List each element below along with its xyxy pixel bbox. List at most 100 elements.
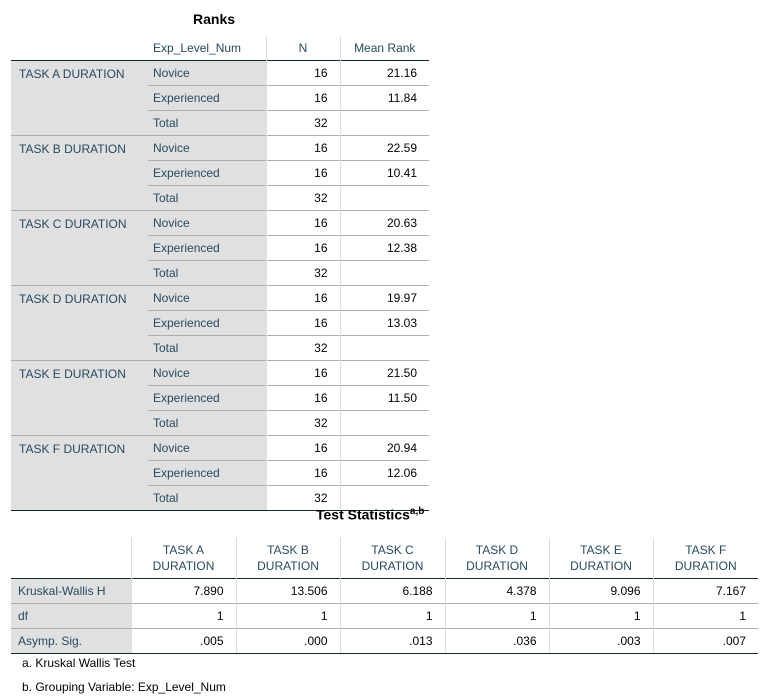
footnote-a: a. Kruskal Wallis Test (22, 656, 136, 670)
group-label: Novice (148, 210, 266, 236)
ranks-row: TASK E DURATION Novice 16 21.50 (11, 360, 429, 436)
test-statistics-header-row: TASK A DURATION TASK B DURATION TASK C DURATI… (11, 538, 758, 579)
statistic-value: .003 (548, 628, 653, 654)
column-header-line: TASK C (371, 543, 414, 557)
group-label: Novice (148, 285, 266, 311)
ranks-corner (11, 36, 148, 61)
ranks-row: Experienced 16 10.41 (11, 160, 429, 186)
ranks-table: Exp_Level_Num N Mean Rank TASK A DURATIO… (11, 36, 429, 511)
group-label: Novice (148, 135, 266, 161)
column-header-line: TASK F (685, 543, 727, 557)
statistic-value: .000 (235, 628, 340, 654)
group-label: Experienced (148, 460, 266, 486)
n-value: 16 (265, 310, 340, 336)
statistic-value: .007 (652, 628, 758, 654)
mean-rank-value: 12.06 (339, 460, 429, 486)
test-statistics-row: df 1 1 1 1 1 1 (11, 603, 758, 629)
mean-rank-value (339, 410, 429, 436)
column-header-line: TASK D (475, 543, 519, 557)
test-statistics-row: Asymp. Sig. .005.000.013.036.003.007 (11, 628, 758, 654)
statistic-label: Asymp. Sig. (11, 628, 131, 654)
group-label: Experienced (148, 385, 266, 411)
mean-rank-value: 11.84 (339, 85, 429, 111)
ranks-row: Experienced 16 12.06 (11, 460, 429, 486)
n-value: 16 (265, 235, 340, 261)
statistic-value: 1 (130, 603, 236, 629)
ranks-row: Total 32 (11, 260, 429, 286)
statistic-value: .005 (130, 628, 236, 654)
statistic-value: 9.096 (548, 578, 653, 604)
statistic-value: 1 (652, 603, 758, 629)
statistic-value: 1 (339, 603, 445, 629)
test-statistics-column-header: TASK B DURATION (235, 538, 340, 579)
statistic-value: 1 (548, 603, 653, 629)
statistic-value: 13.506 (235, 578, 340, 604)
mean-rank-value: 21.16 (339, 60, 429, 86)
test-statistics-row: Kruskal-Wallis H 7.890 13.506 6.188 4.378 9.0… (11, 578, 758, 604)
ranks-header-n: N (265, 36, 340, 61)
n-value: 16 (265, 85, 340, 111)
group-label: Total (148, 110, 266, 136)
statistic-value: 4.378 (444, 578, 549, 604)
column-header-line: DURATION (152, 559, 215, 573)
group-label: Novice (148, 60, 266, 86)
ranks-row: TASK A DURATION Novice 16 21.16 (11, 60, 429, 136)
mean-rank-value (339, 335, 429, 361)
statistic-label: Kruskal-Wallis H (11, 578, 131, 604)
group-label: Experienced (148, 160, 266, 186)
mean-rank-value: 11.50 (339, 385, 429, 411)
mean-rank-value: 10.41 (339, 160, 429, 186)
ranks-row: Experienced 16 11.50 (11, 385, 429, 411)
group-label: Total (148, 185, 266, 211)
n-value: 16 (265, 435, 340, 461)
n-value: 16 (265, 160, 340, 186)
ranks-title: Ranks (193, 11, 236, 27)
mean-rank-value: 13.03 (339, 310, 429, 336)
ranks-header-row: Exp_Level_Num N Mean Rank (11, 36, 429, 61)
task-label: TASK A DURATION (11, 60, 148, 136)
group-label: Total (148, 485, 266, 511)
ranks-row: Total 32 (11, 185, 429, 211)
test-statistics-table: TASK A DURATION TASK B DURATION TASK C DURATI… (11, 538, 758, 654)
n-value: 16 (265, 360, 340, 386)
ranks-row: Experienced 16 13.03 (11, 310, 429, 336)
group-label: Experienced (148, 85, 266, 111)
ranks-row: TASK F DURATION Novice 16 20.94 (11, 435, 429, 511)
group-label: Total (148, 260, 266, 286)
mean-rank-value (339, 485, 429, 511)
test-statistics-title: Test Statisticsa,b (316, 506, 424, 523)
statistic-value: 1 (444, 603, 549, 629)
group-label: Experienced (148, 310, 266, 336)
n-value: 16 (265, 385, 340, 411)
test-statistics-title-text: Test Statistics (316, 506, 410, 523)
group-label: Novice (148, 360, 266, 386)
statistic-label: df (11, 603, 131, 629)
ranks-header-mean-rank: Mean Rank (339, 36, 429, 61)
ranks-row: Total 32 (11, 485, 429, 511)
column-header-line: DURATION (674, 559, 737, 573)
ranks-header-group: Exp_Level_Num (153, 41, 242, 55)
statistic-value: 6.188 (339, 578, 445, 604)
test-statistics-corner (11, 538, 131, 579)
n-value: 16 (265, 285, 340, 311)
mean-rank-value (339, 260, 429, 286)
n-value: 32 (265, 485, 340, 511)
n-value: 32 (265, 110, 340, 136)
mean-rank-value: 21.50 (339, 360, 429, 386)
mean-rank-value: 20.63 (339, 210, 429, 236)
test-statistics-column-header: TASK A DURATION (130, 538, 236, 579)
task-label: TASK E DURATION (11, 360, 148, 436)
test-statistics-column-header: TASK C DURATION (339, 538, 445, 579)
ranks-row: Experienced 16 12.38 (11, 235, 429, 261)
mean-rank-value: 12.38 (339, 235, 429, 261)
column-header-line: DURATION (257, 559, 319, 573)
task-label: TASK C DURATION (11, 210, 148, 286)
statistic-value: 1 (235, 603, 340, 629)
ranks-row: Total 32 (11, 335, 429, 361)
task-label: TASK D DURATION (11, 285, 148, 361)
mean-rank-value (339, 110, 429, 136)
n-value: 16 (265, 135, 340, 161)
statistic-value: 7.167 (652, 578, 758, 604)
n-value: 32 (265, 185, 340, 211)
ranks-row: TASK C DURATION Novice 16 20.63 (11, 210, 429, 286)
